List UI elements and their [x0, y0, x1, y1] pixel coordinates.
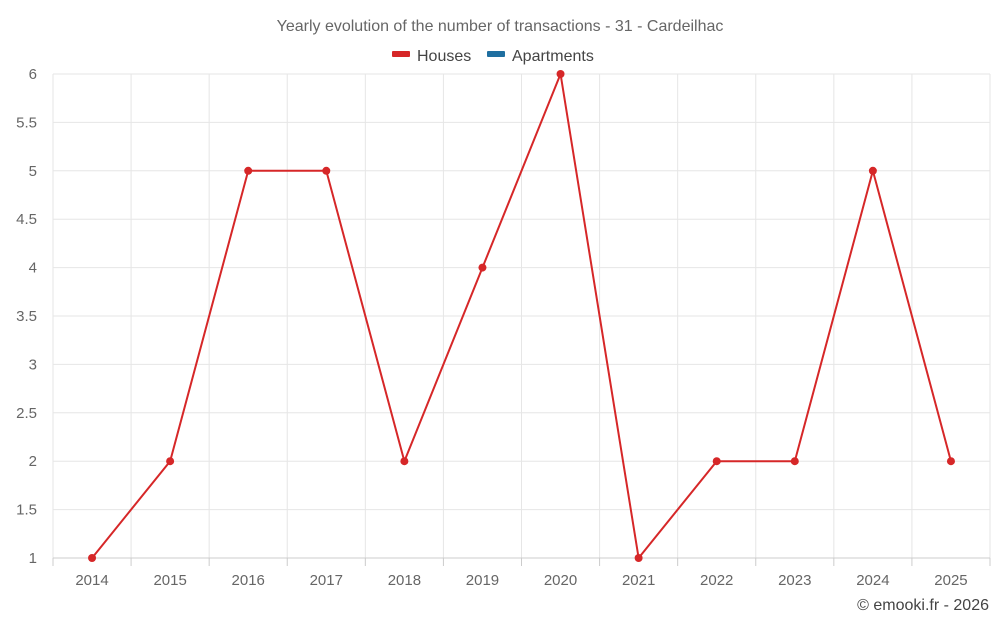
y-tick-label: 1 [29, 550, 37, 567]
legend-item-apartments[interactable]: Apartments [487, 48, 594, 65]
legend-item-houses[interactable]: Houses [392, 48, 471, 65]
x-tick-label: 2014 [75, 572, 108, 589]
y-tick-label: 5.5 [16, 114, 37, 131]
legend: Houses Apartments [392, 48, 594, 65]
y-tick-label: 1.5 [16, 502, 37, 519]
data-point-houses[interactable] [868, 166, 877, 175]
data-point-houses[interactable] [244, 166, 253, 175]
x-tick-label: 2019 [466, 572, 499, 589]
y-tick-label: 4.5 [16, 211, 37, 228]
data-point-houses[interactable] [790, 457, 799, 466]
legend-label-houses: Houses [417, 48, 471, 65]
y-tick-label: 5 [29, 163, 37, 180]
x-tick-label: 2022 [700, 572, 733, 589]
data-point-houses[interactable] [88, 554, 97, 562]
series-line-houses [91, 73, 952, 559]
x-tick-label: 2020 [544, 572, 577, 589]
legend-swatch-apartments [487, 51, 505, 57]
grid [52, 73, 991, 559]
x-tick-label: 2016 [232, 572, 265, 589]
y-tick-label: 4 [29, 260, 37, 277]
y-tick-label: 6 [29, 66, 37, 83]
x-tick-label: 2021 [622, 572, 655, 589]
x-axis: 2014 2015 2016 2017 2018 2019 2020 2021 2022 2023… [52, 557, 991, 589]
chart-title: Yearly evolution of the number of transa… [277, 18, 724, 35]
data-point-houses[interactable] [322, 166, 331, 175]
series [88, 70, 955, 562]
legend-swatch-houses [392, 51, 410, 57]
x-tick-label: 2024 [856, 572, 889, 589]
data-point-houses[interactable] [478, 263, 487, 272]
data-point-houses[interactable] [712, 457, 721, 466]
x-tick-label: 2015 [153, 572, 186, 589]
data-point-houses[interactable] [946, 457, 955, 466]
y-axis: 1 1.5 2 2.5 3 3.5 4 4.5 5 5.5 6 [16, 66, 37, 567]
y-tick-label: 3.5 [16, 308, 37, 325]
data-point-houses[interactable] [400, 457, 409, 466]
x-tick-label: 2018 [388, 572, 421, 589]
data-point-houses[interactable] [634, 554, 643, 562]
x-tick-label: 2023 [778, 572, 811, 589]
y-tick-label: 2.5 [16, 405, 37, 422]
credit-text: © emooki.fr - 2026 [857, 597, 989, 614]
x-tick-label: 2017 [310, 572, 343, 589]
y-tick-label: 3 [29, 356, 37, 373]
legend-label-apartments: Apartments [512, 48, 594, 65]
data-point-houses[interactable] [166, 457, 175, 466]
data-point-houses[interactable] [556, 70, 565, 78]
y-tick-label: 2 [29, 453, 37, 470]
x-tick-label: 2025 [934, 572, 967, 589]
